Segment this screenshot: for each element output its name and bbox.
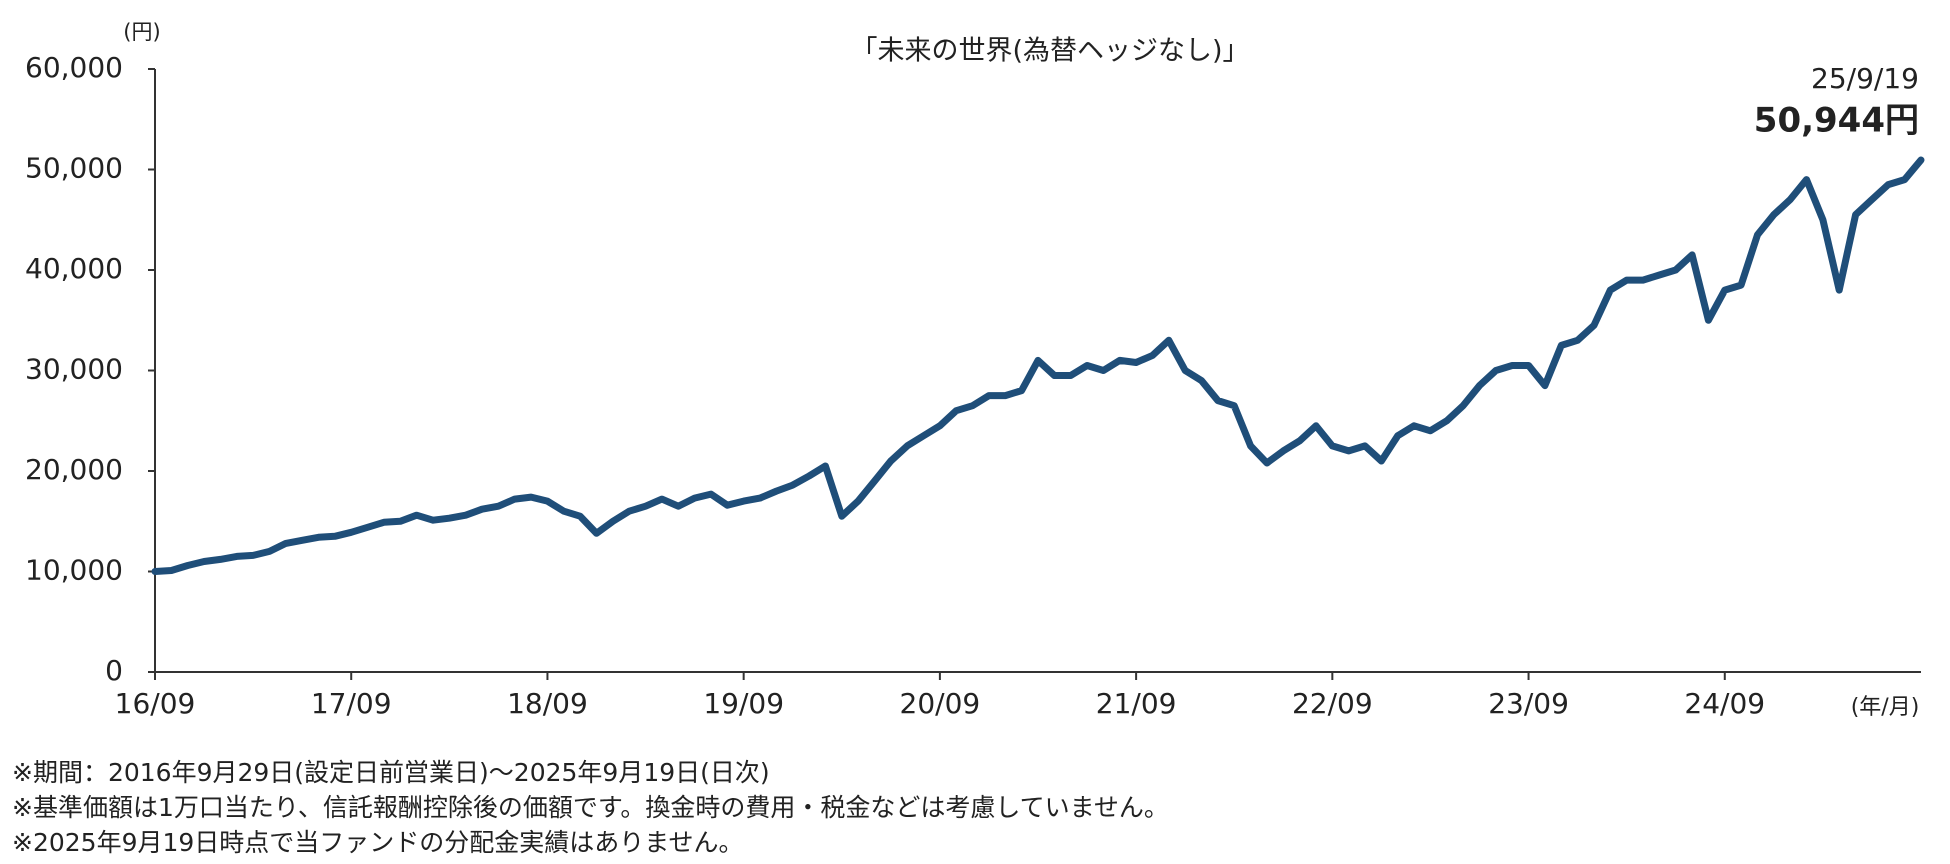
y-tick-label: 50,000	[25, 152, 123, 185]
y-tick-label: 0	[105, 654, 123, 687]
x-tick-label: 19/09	[703, 687, 784, 720]
footnote: ※基準価額は1万口当たり、信託報酬控除後の価額です。換金時の費用・税金などは考慮…	[12, 793, 1169, 822]
data-line	[151, 156, 1925, 575]
footnote: ※2025年9月19日時点で当ファンドの分配金実績はありません。	[12, 828, 744, 857]
footnote: ※期間：2016年9月29日(設定日前営業日)～2025年9月19日(日次)	[12, 758, 770, 787]
y-tick-label: 10,000	[25, 554, 123, 587]
annotation-date: 25/9/19	[1811, 62, 1919, 95]
y-unit: (円)	[123, 20, 160, 44]
y-tick-label: 30,000	[25, 353, 123, 386]
x-tick-label: 17/09	[311, 687, 392, 720]
y-tick-label: 40,000	[25, 252, 123, 285]
x-tick-label: 24/09	[1684, 687, 1765, 720]
x-tick-label: 21/09	[1096, 687, 1177, 720]
x-tick-label: 23/09	[1488, 687, 1569, 720]
y-tick-label: 20,000	[25, 453, 123, 486]
x-tick-label: 16/09	[115, 687, 196, 720]
x-tick-label: 20/09	[900, 687, 981, 720]
chart-title: 「未来の世界(為替ヘッジなし)」	[850, 36, 1249, 67]
y-tick-label: 60,000	[25, 51, 123, 84]
x-tick-label: 18/09	[507, 687, 588, 720]
x-unit: (年/月)	[1851, 695, 1920, 720]
annotation-value: 50,944円	[1754, 101, 1919, 141]
x-tick-label: 22/09	[1292, 687, 1373, 720]
